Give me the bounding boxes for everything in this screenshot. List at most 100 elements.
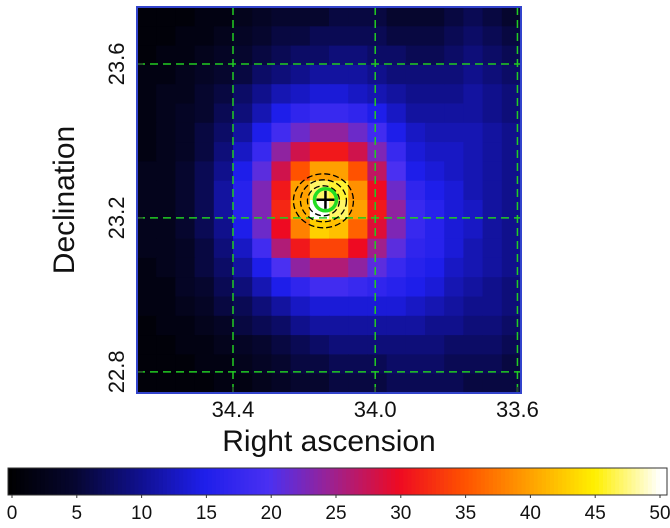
heat-cell [463,7,484,27]
colorbar-slice [77,468,82,495]
heat-cell [405,26,426,47]
x-tick-label: 34.0 [354,397,397,422]
heat-cell [348,257,368,278]
colorbar-tick-label: 20 [261,503,282,524]
heat-cell [425,257,445,278]
heat-cell [137,219,157,240]
colorbar-slice [101,468,107,495]
heat-cell [175,373,196,394]
colorbar-slice [118,468,123,495]
heat-cell [348,296,368,317]
heat-cell [156,122,176,143]
heat-cell [252,257,272,278]
heat-cell [329,257,349,278]
colorbar-slice [460,468,465,495]
heat-cell [194,26,215,47]
heat-cell [329,122,349,143]
colorbar-slice [350,468,355,495]
heat-cell [156,26,176,47]
colorbar-slice [260,468,266,495]
heat-cell [405,122,426,143]
heat-cell [463,84,484,104]
heat-cell [213,64,234,85]
heat-cell [213,296,234,317]
y-tick-label: 23.6 [104,43,129,86]
heat-cell [425,277,445,297]
heat-cell [425,161,445,182]
heat-cell [463,219,484,240]
heat-cell [137,45,157,66]
heat-cell [444,296,464,317]
heat-cell [367,296,388,317]
heat-cell [271,26,292,47]
heat-cell [444,161,464,182]
colorbar-slice [346,468,351,495]
heat-cell [290,277,311,297]
heat-cell [463,26,484,47]
colorbar-slice [517,468,523,495]
heat-cell [386,142,407,162]
colorbar-slice [85,468,91,495]
heat-cell [501,122,522,143]
colorbar-slice [366,468,372,495]
heat-cell [367,200,388,220]
heat-cell [463,277,484,297]
heat-cell [348,64,368,85]
heat-cell [194,180,215,201]
heat-cell [252,84,272,104]
colorbar-slice [598,468,604,495]
colorbar-slice [647,468,653,495]
heat-cell [194,200,215,220]
heat-cell [233,26,253,47]
heat-cell [252,315,272,336]
heat-cell [309,84,330,104]
heat-cell [137,26,157,47]
colorbar-slice [476,468,482,495]
heat-cell [386,373,407,394]
heat-cell [386,315,407,336]
colorbar-tick-label: 10 [131,503,152,524]
colorbar-slice [439,468,445,495]
heat-cell [309,7,330,27]
heat-cell [425,7,445,27]
colorbar-slice [154,468,160,495]
heat-cell [425,354,445,375]
heat-cell [233,103,253,124]
heat-cell [175,296,196,317]
heat-cell [271,238,292,259]
heat-cell [213,161,234,182]
heat-cell [137,180,157,201]
heat-cell [137,200,157,220]
y-axis-label: Declination [48,126,81,274]
heat-cell [425,180,445,201]
heat-cell [156,45,176,66]
heat-cell [156,315,176,336]
colorbar-slice [448,468,453,495]
heat-cell [194,84,215,104]
heat-cell [425,200,445,220]
heat-cell [405,219,426,240]
colorbar-slice [134,468,139,495]
heat-cell [137,335,157,355]
heat-cell [156,238,176,259]
colorbar-tick-label: 25 [325,503,346,524]
heat-cell [501,277,522,297]
heat-cell [309,142,330,162]
colorbar-slice [122,468,127,495]
heat-cell [271,161,292,182]
heat-cell [463,45,484,66]
heat-cell [405,257,426,278]
colorbar-slice [395,468,400,495]
heat-cell [156,142,176,162]
colorbar-slice [423,468,429,495]
heat-cell [290,161,311,182]
heat-cell [501,64,522,85]
heat-cell [137,161,157,182]
heat-cell [271,277,292,297]
heat-cell [386,45,407,66]
heat-cell [271,45,292,66]
heat-cell [386,257,407,278]
heat-cell [463,161,484,182]
colorbar-slice [651,468,657,495]
heat-cell [501,103,522,124]
